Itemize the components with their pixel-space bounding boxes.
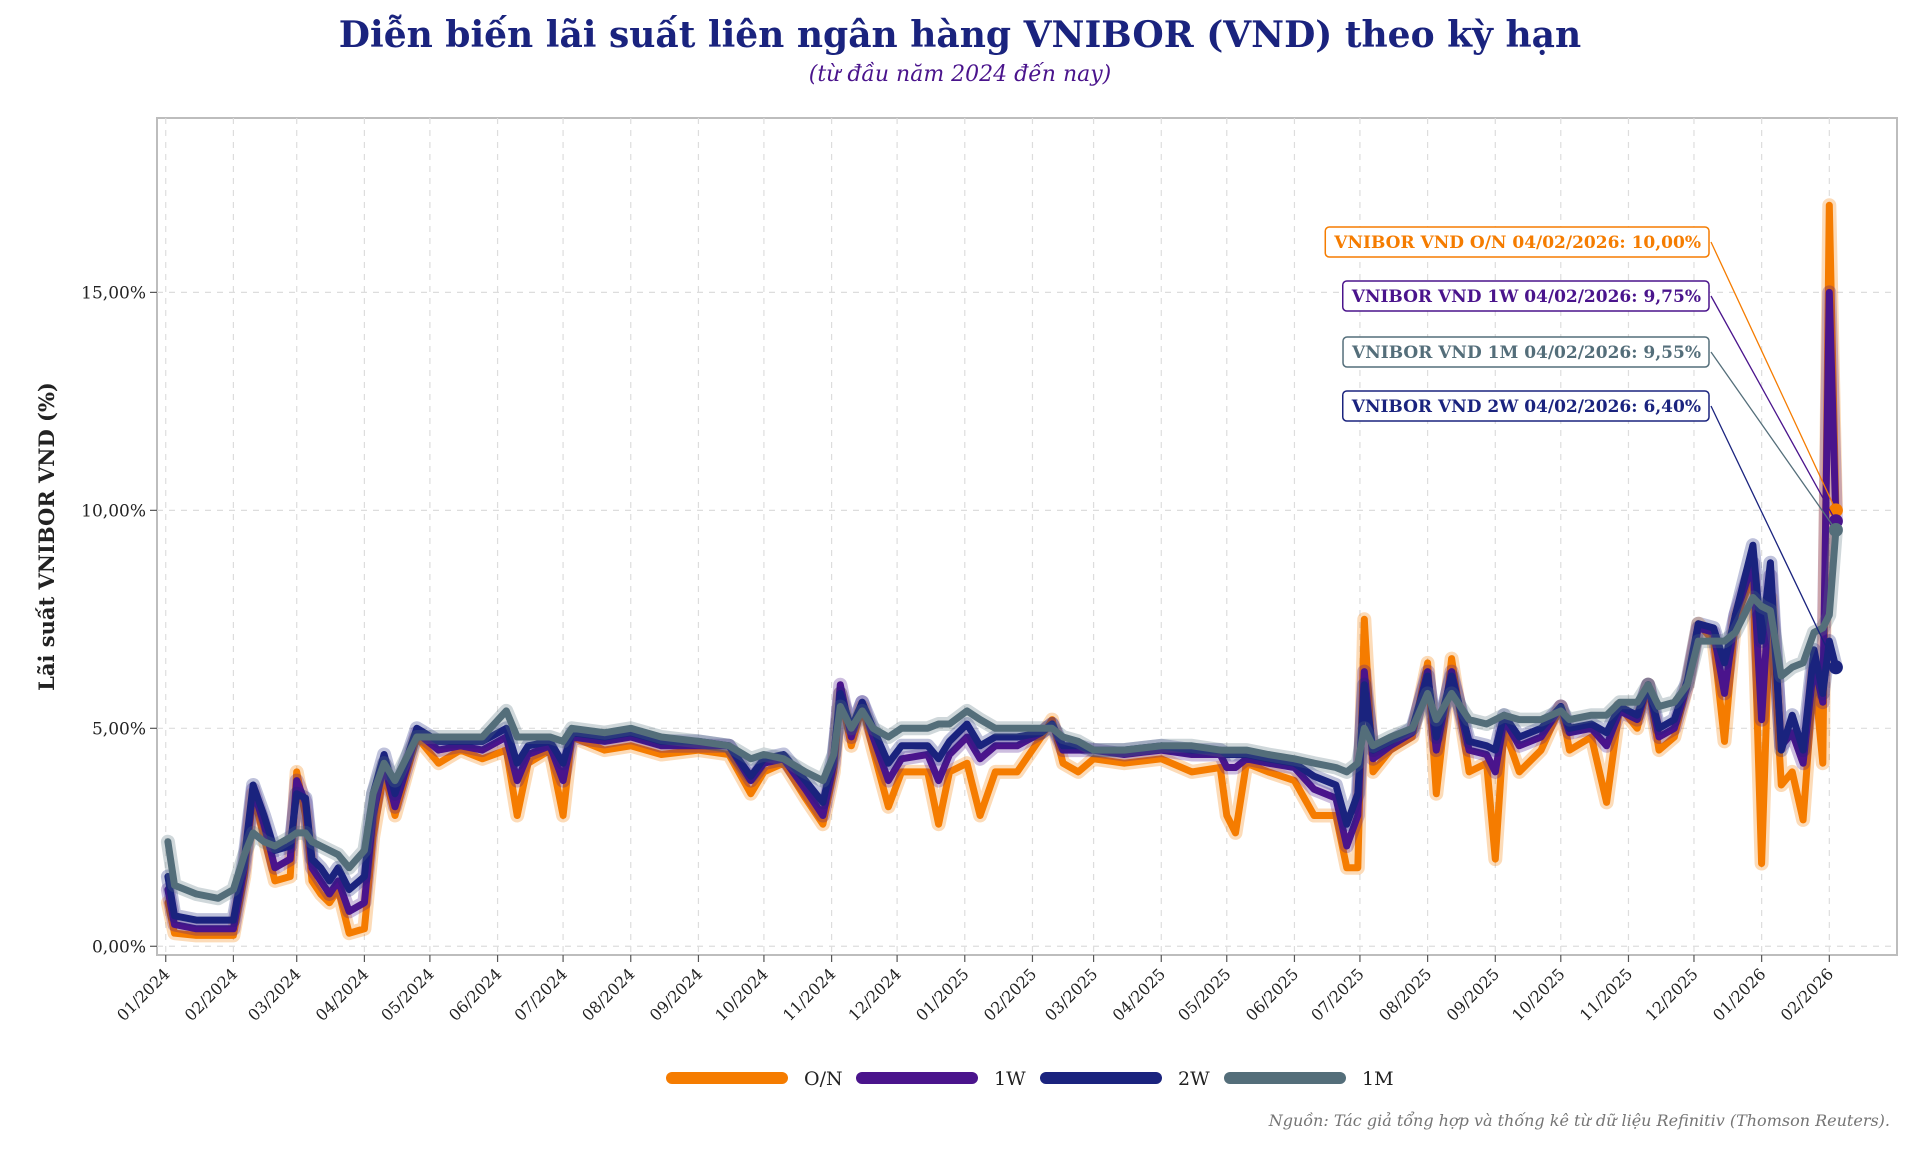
annotation-box (1342, 336, 1710, 368)
x-tick-label: 03/2025 (1041, 964, 1101, 1024)
x-tick-label: 04/2025 (1109, 964, 1169, 1024)
y-tick-label: 10,00% (81, 501, 146, 521)
legend-label: 1M (1362, 1068, 1394, 1090)
series-glow-1W (160, 285, 1843, 936)
x-tick-label: 11/2025 (1576, 964, 1636, 1024)
x-tick-label: 02/2024 (181, 964, 241, 1024)
x-tick-label: 09/2024 (646, 964, 706, 1024)
legend-label: O/N (804, 1068, 843, 1090)
x-tick-label: 01/2024 (113, 964, 173, 1024)
x-tick-label: 01/2025 (912, 964, 972, 1024)
annotation-leader (1710, 405, 1837, 668)
source-note: Nguồn: Tác giả tổng hợp và thống kê từ d… (1268, 1111, 1890, 1130)
x-tick-label: 05/2025 (1174, 964, 1234, 1024)
legend-label: 2W (1178, 1068, 1210, 1090)
x-tick-label: 11/2024 (779, 964, 839, 1024)
annotation-box (1342, 280, 1710, 312)
annotation-leader (1710, 241, 1837, 511)
x-tick-label: 03/2024 (244, 964, 304, 1024)
x-tick-label: 02/2025 (980, 964, 1040, 1024)
y-tick-label: 5,00% (92, 719, 146, 739)
annotation-label: VNIBOR VND 1M 04/02/2026: 9,55% (1351, 343, 1701, 363)
legend-label: 1W (994, 1068, 1026, 1090)
x-tick-label: 01/2026 (1709, 964, 1769, 1024)
series-line-O/N (164, 201, 1840, 939)
annotation-leader (1710, 351, 1837, 531)
x-tick-label: 06/2025 (1242, 964, 1302, 1024)
y-tick-label: 15,00% (81, 283, 146, 303)
x-tick-label: 07/2025 (1307, 964, 1367, 1024)
x-tick-label: 04/2024 (312, 964, 372, 1024)
x-tick-label: 09/2025 (1443, 964, 1503, 1024)
chart-subtitle: (từ đầu năm 2024 đến nay) (808, 62, 1112, 87)
annotation-label: VNIBOR VND 2W 04/02/2026: 6,40% (1351, 397, 1701, 417)
annotation-box (1342, 390, 1710, 422)
plot-frame (156, 117, 1898, 956)
x-tick-label: 05/2024 (377, 964, 437, 1024)
x-tick-label: 12/2025 (1641, 964, 1701, 1024)
x-tick-label: 07/2024 (510, 964, 570, 1024)
annotation-box (1324, 226, 1710, 258)
y-axis-label: Lãi suất VNIBOR VND (%) (34, 382, 59, 691)
x-tick-label: 08/2024 (578, 964, 638, 1024)
chart-title: Diễn biến lãi suất liên ngân hàng VNIBOR… (338, 14, 1582, 56)
annotation-label: VNIBOR VND 1W 04/02/2026: 9,75% (1351, 287, 1701, 307)
x-tick-label: 06/2024 (445, 964, 505, 1024)
x-tick-label: 10/2025 (1508, 964, 1568, 1024)
x-tick-label: 02/2026 (1777, 964, 1837, 1024)
annotation-label: VNIBOR VND O/N 04/02/2026: 10,00% (1333, 233, 1701, 253)
series-line-1M (164, 526, 1840, 902)
y-tick-label: 0,00% (92, 937, 146, 957)
series-glow-O/N (160, 198, 1843, 943)
x-tick-label: 12/2024 (844, 964, 904, 1024)
x-tick-label: 10/2024 (711, 964, 771, 1024)
x-tick-label: 08/2025 (1375, 964, 1435, 1024)
series-line-1W (164, 288, 1840, 933)
annotation-leader (1710, 295, 1837, 522)
